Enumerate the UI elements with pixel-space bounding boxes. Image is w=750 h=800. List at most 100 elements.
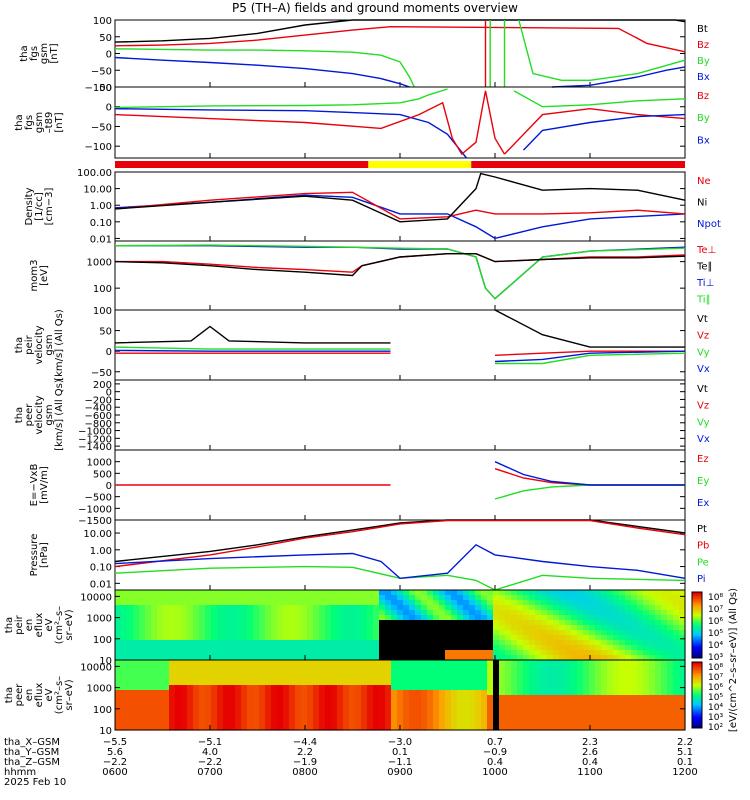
electron-spectrogram-bin xyxy=(223,695,230,701)
ion-spectrogram-bin xyxy=(445,610,452,616)
electron-spectrogram-bin xyxy=(247,720,254,726)
electron-spectrogram-bin xyxy=(391,685,398,691)
ion-spectrogram-bin xyxy=(169,635,176,641)
electron-spectrogram-bin xyxy=(499,680,506,686)
panel-ylabel: gsm xyxy=(44,334,55,355)
ion-spectrogram-bin xyxy=(565,625,572,631)
electron-spectrogram-bin xyxy=(355,720,362,726)
ion-spectrogram-bin xyxy=(499,590,506,596)
electron-spectrogram-bin xyxy=(199,660,206,666)
electron-spectrogram-bin xyxy=(157,695,164,701)
electron-spectrogram-bin xyxy=(553,710,560,716)
ion-spectrogram-bin xyxy=(445,620,452,626)
electron-spectrogram-bin xyxy=(325,660,332,666)
ion-spectrogram-bin xyxy=(271,620,278,626)
ion-spectrogram-bin xyxy=(655,645,662,651)
ion-spectrogram-bin xyxy=(655,590,662,596)
electron-spectrogram-bin xyxy=(625,705,632,711)
electron-spectrogram-bin xyxy=(577,690,584,696)
ion-spectrogram-bin xyxy=(499,620,506,626)
electron-spectrogram-bin xyxy=(469,710,476,716)
ion-spectrogram-bin xyxy=(193,640,200,646)
ion-spectrogram-bin xyxy=(577,630,584,636)
panel-ylabel: gsm xyxy=(44,404,55,425)
electron-spectrogram-bin xyxy=(241,675,248,681)
electron-spectrogram-bin xyxy=(451,670,458,676)
ion-spectrogram-bin xyxy=(277,635,284,641)
electron-spectrogram-bin xyxy=(643,685,650,691)
ion-spectrogram-bin xyxy=(181,650,188,656)
ion-spectrogram-bin xyxy=(253,625,260,631)
ion-spectrogram-bin xyxy=(673,610,680,616)
y-tick-label: 10000 xyxy=(80,592,112,603)
ion-spectrogram-bin xyxy=(121,590,128,596)
electron-spectrogram-bin xyxy=(151,675,158,681)
electron-spectrogram-bin xyxy=(439,690,446,696)
y-tick-label: 10.00 xyxy=(83,529,112,540)
ion-spectrogram-bin xyxy=(373,610,380,616)
ion-spectrogram-bin xyxy=(475,620,482,626)
ion-spectrogram-bin xyxy=(577,625,584,631)
colorbar-tick-label: 10⁶ xyxy=(708,683,723,693)
axis-row-value: 0800 xyxy=(292,767,317,778)
ion-spectrogram-bin xyxy=(349,605,356,611)
ion-spectrogram-bin xyxy=(511,595,518,601)
electron-spectrogram-bin xyxy=(667,685,674,691)
ion-spectrogram-bin xyxy=(451,600,458,606)
electron-spectrogram-bin xyxy=(421,715,428,721)
ion-spectrogram-bin xyxy=(487,625,494,631)
electron-spectrogram-bin xyxy=(259,685,266,691)
electron-spectrogram-bin xyxy=(457,660,464,666)
electron-spectrogram-bin xyxy=(295,685,302,691)
ion-spectrogram-bin xyxy=(193,590,200,596)
ion-spectrogram-bin xyxy=(319,635,326,641)
ion-spectrogram-bin xyxy=(277,640,284,646)
ion-spectrogram-bin xyxy=(181,595,188,601)
ion-spectrogram-bin xyxy=(457,590,464,596)
electron-spectrogram-bin xyxy=(409,670,416,676)
electron-spectrogram-bin xyxy=(517,710,524,716)
legend-ez: Ez xyxy=(697,454,709,465)
electron-spectrogram-bin xyxy=(385,720,392,726)
electron-spectrogram-bin xyxy=(463,670,470,676)
electron-spectrogram-bin xyxy=(673,690,680,696)
ion-spectrogram-bin xyxy=(325,595,332,601)
electron-spectrogram-bin xyxy=(457,725,464,731)
ion-spectrogram-bin xyxy=(241,635,248,641)
ion-spectrogram-bin xyxy=(607,640,614,646)
ion-spectrogram-bin xyxy=(673,590,680,596)
date-label: 2025 Feb 10 xyxy=(4,777,66,788)
electron-spectrogram-bin xyxy=(529,660,536,666)
electron-spectrogram-bin xyxy=(301,720,308,726)
electron-spectrogram-bin xyxy=(391,665,398,671)
electron-spectrogram-bin xyxy=(193,665,200,671)
ion-spectrogram-bin xyxy=(145,605,152,611)
ion-spectrogram-bin xyxy=(583,595,590,601)
ion-spectrogram-bin xyxy=(595,610,602,616)
ion-spectrogram-bin xyxy=(625,615,632,621)
electron-spectrogram-bin xyxy=(325,705,332,711)
electron-spectrogram-bin xyxy=(211,660,218,666)
ion-spectrogram-bin xyxy=(265,645,272,651)
electron-spectrogram-bin xyxy=(571,665,578,671)
electron-spectrogram-bin xyxy=(169,720,176,726)
ion-spectrogram-bin xyxy=(577,645,584,651)
electron-spectrogram-bin xyxy=(481,705,488,711)
electron-spectrogram-bin xyxy=(163,725,170,731)
electron-spectrogram-bin xyxy=(457,710,464,716)
ion-spectrogram-bin xyxy=(565,630,572,636)
electron-spectrogram-bin xyxy=(547,700,554,706)
electron-spectrogram-bin xyxy=(205,670,212,676)
ion-spectrogram-bin xyxy=(355,615,362,621)
electron-spectrogram-bin xyxy=(415,675,422,681)
ion-spectrogram-bin xyxy=(313,595,320,601)
electron-spectrogram-bin xyxy=(163,720,170,726)
ion-spectrogram-bin xyxy=(211,620,218,626)
electron-spectrogram-bin xyxy=(151,700,158,706)
ion-spectrogram-bin xyxy=(295,590,302,596)
ion-spectrogram-bin xyxy=(457,620,464,626)
ion-spectrogram-bin xyxy=(301,605,308,611)
panel-ylabel: –t89 xyxy=(44,112,55,134)
ion-spectrogram-bin xyxy=(421,630,428,636)
electron-spectrogram-bin xyxy=(259,660,266,666)
